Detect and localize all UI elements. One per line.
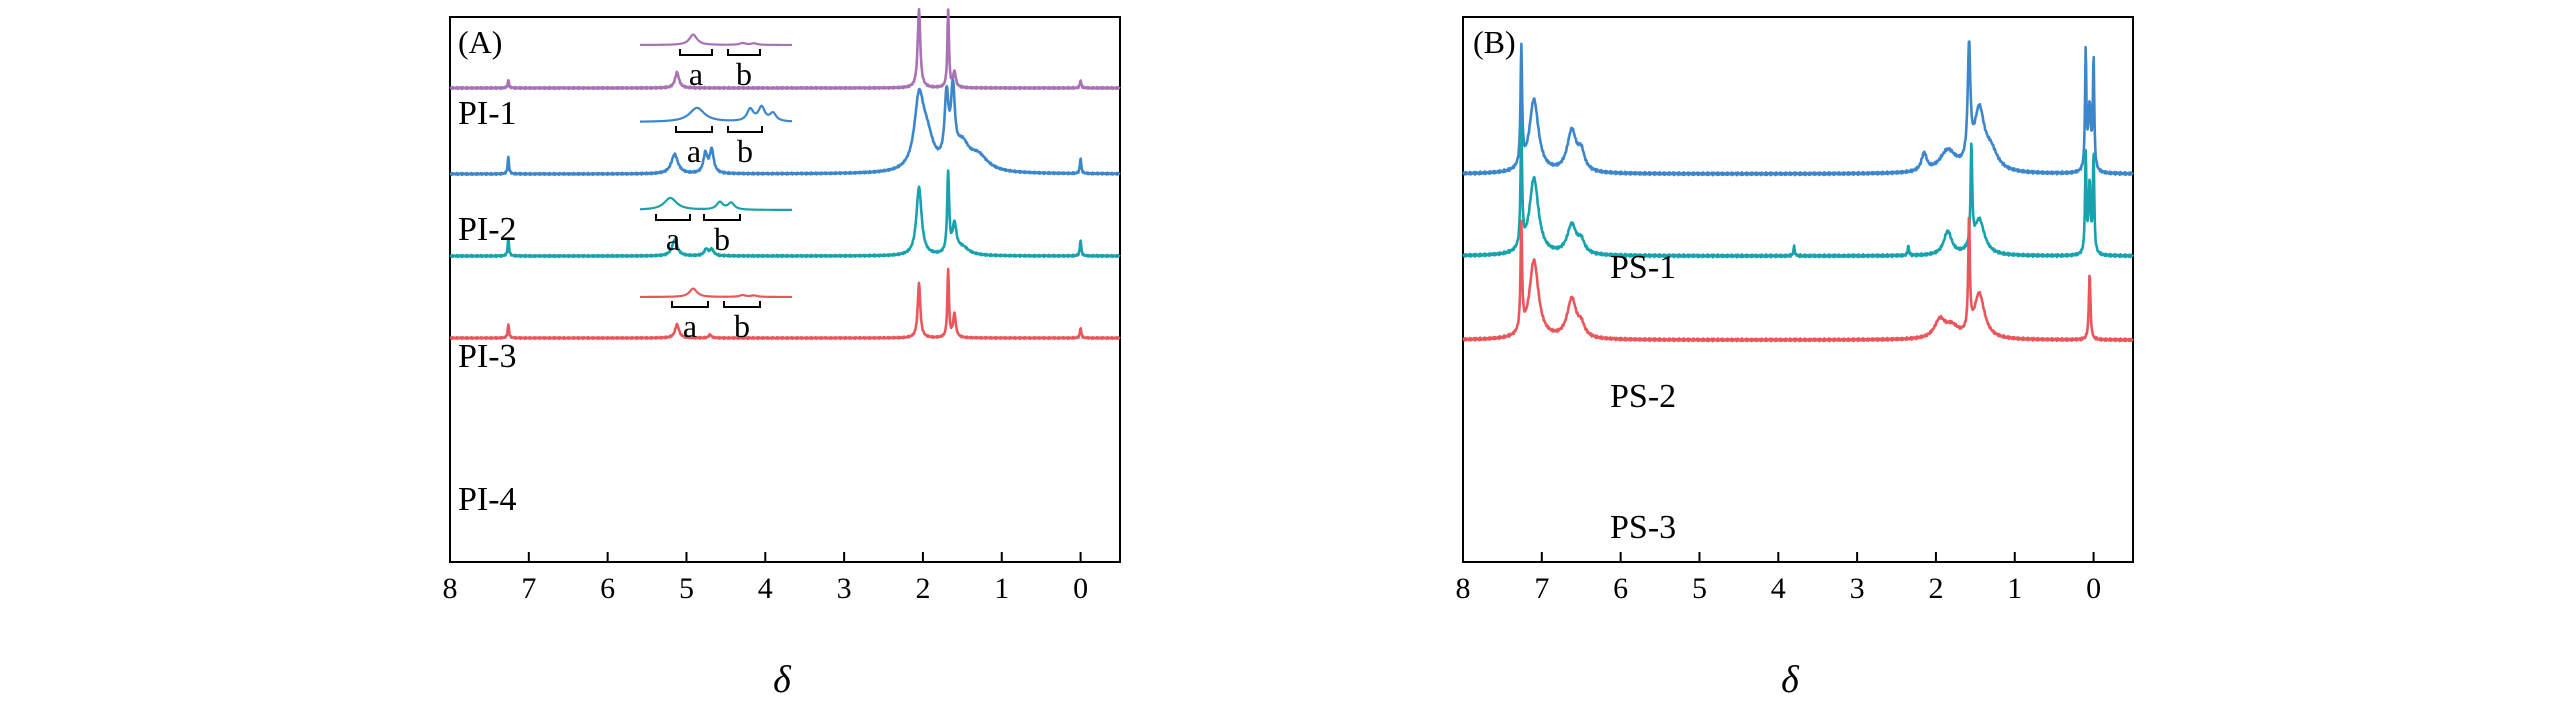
x-tick-label-4: 4 bbox=[758, 572, 773, 605]
bracket-a-pi-1 bbox=[679, 49, 713, 56]
inset-spectrum-pi-3 bbox=[639, 196, 793, 212]
series-label-ps-3: PS-3 bbox=[1610, 509, 1676, 546]
x-tick-label-1: 1 bbox=[994, 572, 1009, 605]
bracket-b-pi-2 bbox=[727, 126, 763, 133]
panel-a-label: (A) bbox=[458, 24, 502, 60]
x-tick-label-2: 2 bbox=[1928, 572, 1943, 605]
series-label-pi-2: PI-2 bbox=[458, 211, 517, 248]
x-tick-label-1: 1 bbox=[2007, 572, 2022, 605]
series-label-pi-4: PI-4 bbox=[458, 481, 517, 518]
x-tick-label-5: 5 bbox=[679, 572, 694, 605]
series-label-ps-2: PS-2 bbox=[1610, 378, 1676, 415]
bracket-b-pi-3 bbox=[703, 214, 741, 221]
x-tick-label-2: 2 bbox=[915, 572, 930, 605]
bracket-label-a-pi-4: a bbox=[683, 308, 697, 344]
bracket-label-b-pi-3: b bbox=[714, 221, 730, 257]
panel-b-sample-labels: PS-1 PS-2 PS-3 bbox=[1610, 249, 1676, 546]
bracket-b-pi-4 bbox=[723, 301, 761, 308]
x-tick-label-4: 4 bbox=[1771, 572, 1786, 605]
x-tick-label-5: 5 bbox=[1692, 572, 1707, 605]
bracket-a-pi-3 bbox=[655, 214, 691, 221]
x-tick-label-8: 8 bbox=[443, 572, 458, 605]
bracket-a-pi-4 bbox=[671, 301, 709, 308]
panel-b-label: (B) bbox=[1473, 24, 1516, 60]
spectrum-ps-2 bbox=[1462, 124, 2135, 259]
x-tick-label-0: 0 bbox=[2086, 572, 2101, 605]
x-tick-label-6: 6 bbox=[600, 572, 615, 605]
bracket-b-pi-1 bbox=[727, 49, 761, 56]
x-tick-label-7: 7 bbox=[1534, 572, 1549, 605]
x-tick-label-3: 3 bbox=[837, 572, 852, 605]
bracket-label-a-pi-2: a bbox=[687, 133, 701, 169]
series-label-pi-3: PI-3 bbox=[458, 338, 517, 375]
bracket-label-a-pi-1: a bbox=[689, 56, 703, 92]
inset-spectrum-pi-2 bbox=[639, 104, 793, 123]
bracket-label-b-pi-2: b bbox=[737, 133, 753, 169]
panel-b-series bbox=[1462, 40, 2135, 343]
x-tick-label-0: 0 bbox=[1073, 572, 1088, 605]
bracket-label-b-pi-4: b bbox=[734, 308, 750, 344]
bracket-a-pi-2 bbox=[675, 126, 713, 133]
x-tick-label-7: 7 bbox=[521, 572, 536, 605]
spectrum-ps-3 bbox=[1462, 216, 2134, 343]
inset-spectrum-pi-1 bbox=[639, 33, 793, 47]
bracket-label-a-pi-3: a bbox=[666, 221, 680, 257]
series-label-ps-1: PS-1 bbox=[1610, 249, 1676, 286]
x-tick-label-6: 6 bbox=[1613, 572, 1628, 605]
spectrum-pi-3 bbox=[449, 169, 1121, 259]
panel-b-frame bbox=[1462, 16, 2134, 563]
panel-a-x-axis-label: δ bbox=[773, 659, 792, 701]
panel-b-chart: (B) 8 7 6 5 4 3 2 1 0 PS-1 PS-2 PS-3 δ bbox=[1456, 16, 2135, 701]
spectrum-ps-1 bbox=[1462, 40, 2135, 177]
spectrum-pi-2 bbox=[449, 78, 1121, 177]
panel-a-series: a ba ba ba b bbox=[449, 7, 1121, 344]
spectrum-pi-1 bbox=[449, 7, 1121, 91]
panel-b-x-axis: 8 7 6 5 4 3 2 1 0 bbox=[1456, 552, 2101, 605]
panel-a-x-axis: 8 7 6 5 4 3 2 1 0 bbox=[443, 552, 1088, 605]
panel-a-x-label-group: δ bbox=[773, 659, 792, 701]
spectrum-pi-4 bbox=[449, 267, 1121, 341]
x-tick-label-8: 8 bbox=[1456, 572, 1471, 605]
bracket-label-b-pi-1: b bbox=[736, 56, 752, 92]
panel-a-frame bbox=[449, 16, 1121, 563]
panel-b-x-axis-label: δ bbox=[1781, 659, 1800, 701]
panel-b-x-label-group: δ bbox=[1781, 659, 1800, 701]
panel-a-sample-labels: PI-1 PI-2 PI-3 PI-4 bbox=[458, 95, 517, 518]
series-label-pi-1: PI-1 bbox=[458, 95, 517, 132]
x-tick-label-3: 3 bbox=[1850, 572, 1865, 605]
inset-spectrum-pi-4 bbox=[639, 287, 793, 299]
